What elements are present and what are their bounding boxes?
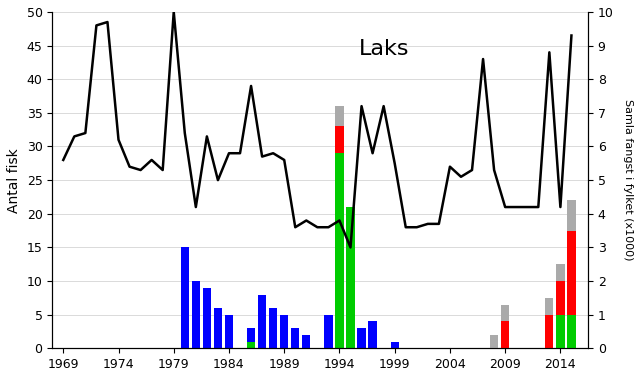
Bar	[280, 315, 289, 349]
Bar	[258, 294, 266, 349]
Bar	[302, 335, 310, 349]
Bar	[567, 342, 575, 349]
Text: Laks: Laks	[359, 39, 410, 59]
Bar	[225, 315, 233, 349]
Bar	[556, 281, 564, 288]
Bar	[291, 328, 300, 349]
Bar	[556, 288, 564, 315]
Bar	[335, 126, 344, 153]
Bar	[335, 153, 344, 349]
Y-axis label: Samla fangst i fylket (x1000): Samla fangst i fylket (x1000)	[623, 99, 633, 261]
Bar	[556, 281, 564, 315]
Bar	[556, 315, 564, 349]
Bar	[324, 315, 333, 349]
Bar	[545, 328, 554, 349]
Bar	[545, 301, 554, 308]
Bar	[203, 288, 211, 349]
Bar	[556, 264, 564, 281]
Bar	[501, 321, 509, 349]
Bar	[556, 321, 564, 349]
Y-axis label: Antal fisk: Antal fisk	[7, 148, 21, 212]
Bar	[335, 106, 344, 126]
Bar	[545, 308, 554, 335]
Bar	[545, 335, 554, 349]
Bar	[390, 342, 399, 349]
Bar	[567, 315, 575, 349]
Bar	[357, 328, 365, 349]
Bar	[180, 248, 189, 349]
Bar	[247, 342, 255, 349]
Bar	[501, 305, 509, 321]
Bar	[567, 231, 575, 315]
Bar	[346, 207, 355, 349]
Bar	[192, 281, 200, 349]
Bar	[567, 200, 575, 231]
Bar	[545, 315, 554, 349]
Bar	[247, 328, 255, 349]
Bar	[556, 315, 564, 349]
Bar	[545, 298, 554, 315]
Bar	[490, 335, 499, 349]
Bar	[214, 308, 222, 349]
Bar	[369, 321, 377, 349]
Bar	[269, 308, 277, 349]
